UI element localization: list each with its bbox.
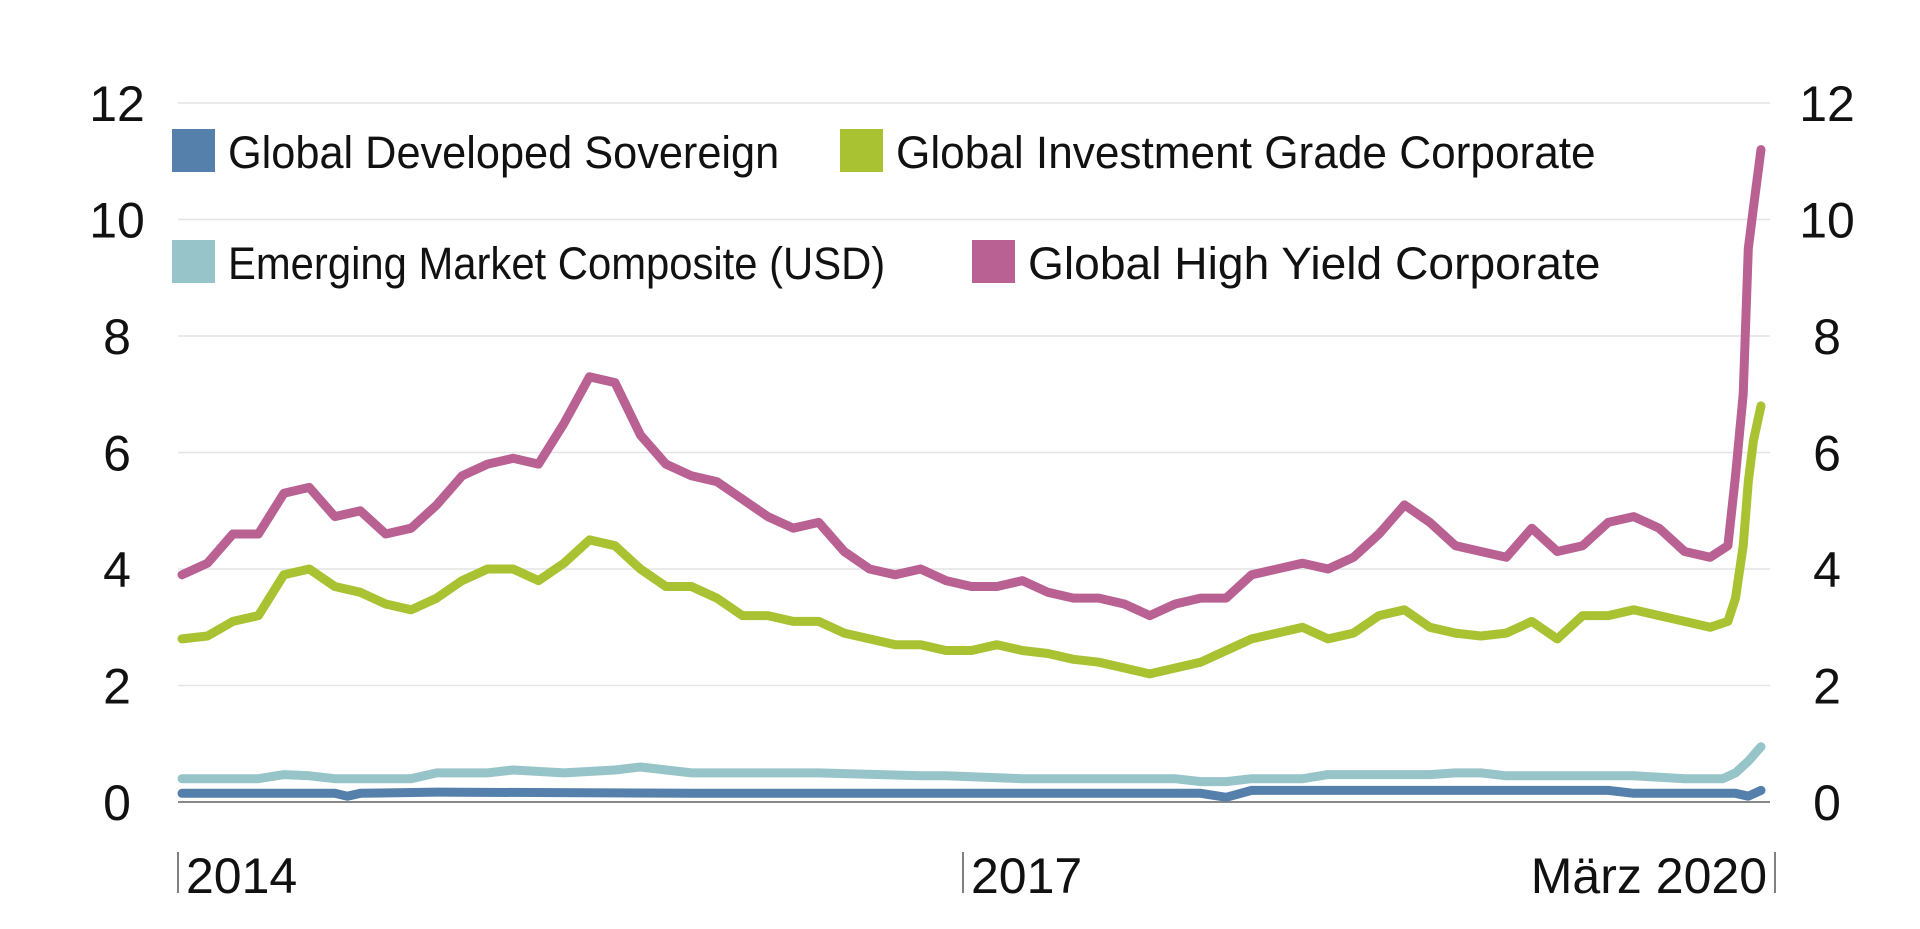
legend: Global Developed Sovereign Global Investm… bbox=[172, 127, 1600, 289]
gridlines bbox=[178, 102, 1770, 803]
series-line-global-investment-grade-corporate bbox=[177, 401, 1766, 679]
y-tick-label-right: 10 bbox=[1799, 193, 1855, 249]
y-tick-label-right: 4 bbox=[1813, 542, 1841, 598]
y-tick-label-right: 2 bbox=[1813, 659, 1841, 715]
x-tick-label: März 2020 bbox=[1531, 848, 1767, 904]
y-axis-left: 0 2 4 6 8 10 12 bbox=[89, 76, 145, 831]
legend-label: Global Developed Sovereign bbox=[228, 127, 779, 178]
y-tick-label-left: 4 bbox=[103, 542, 131, 598]
legend-swatch bbox=[840, 129, 883, 172]
series-lines bbox=[177, 145, 1766, 802]
series-line-global-developed-sovereign bbox=[177, 785, 1766, 802]
y-tick-label-right: 0 bbox=[1813, 775, 1841, 831]
x-tick-label: 2017 bbox=[971, 848, 1082, 904]
y-tick-label-left: 2 bbox=[103, 659, 131, 715]
y-tick-label-right: 8 bbox=[1813, 309, 1841, 365]
legend-label: Global High Yield Corporate bbox=[1028, 238, 1600, 289]
x-tick-label: 2014 bbox=[186, 848, 297, 904]
y-tick-label-right: 12 bbox=[1799, 76, 1855, 132]
series-line-global-high-yield-corporate bbox=[177, 145, 1766, 621]
series-line-emerging-market-composite-usd bbox=[177, 742, 1766, 787]
y-tick-label-left: 10 bbox=[89, 193, 145, 249]
legend-swatch bbox=[972, 240, 1015, 283]
legend-label: Global Investment Grade Corporate bbox=[896, 127, 1596, 178]
x-axis: 2014 2017 März 2020 bbox=[177, 848, 1776, 904]
legend-label: Emerging Market Composite (USD) bbox=[228, 238, 885, 289]
y-axis-right: 0 2 4 6 8 10 12 bbox=[1799, 76, 1855, 831]
y-tick-label-right: 6 bbox=[1813, 426, 1841, 482]
y-tick-label-left: 0 bbox=[103, 775, 131, 831]
legend-swatch bbox=[172, 240, 215, 283]
legend-swatch bbox=[172, 129, 215, 172]
y-tick-label-left: 6 bbox=[103, 426, 131, 482]
y-tick-label-left: 12 bbox=[89, 76, 145, 132]
y-tick-label-left: 8 bbox=[103, 309, 131, 365]
